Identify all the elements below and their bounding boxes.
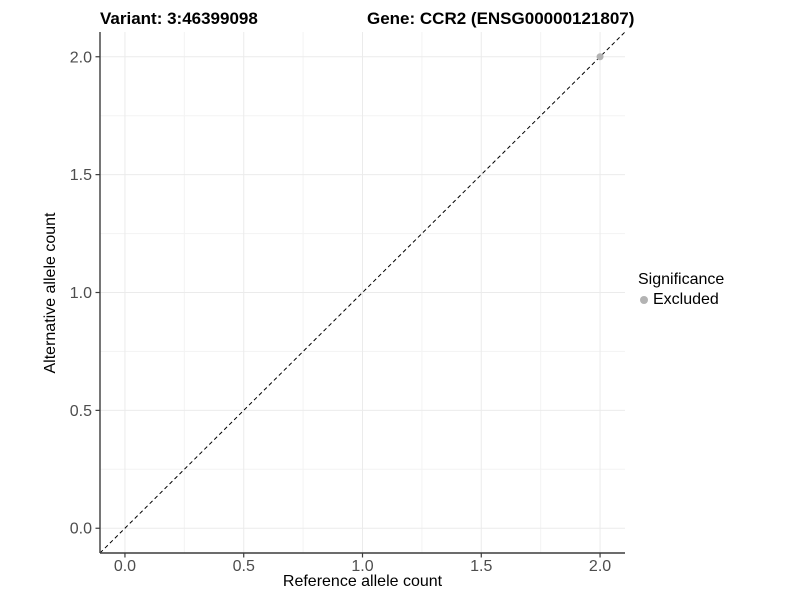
legend-entry-excluded: Excluded: [638, 291, 724, 309]
plot-title-gene: Gene: CCR2 (ENSG00000121807): [367, 9, 635, 28]
y-tick-label: 2.0: [70, 49, 92, 66]
legend-entry-label: Excluded: [653, 291, 719, 308]
data-point-excluded: [596, 53, 604, 61]
y-axis-label: Alternative allele count: [42, 212, 59, 374]
x-tick-label: 1.5: [470, 558, 492, 575]
plot-title-variant: Variant: 3:46399098: [100, 9, 258, 28]
x-tick-label: 0.5: [233, 558, 255, 575]
legend-title: Significance: [638, 271, 725, 288]
x-tick-label: 2.0: [589, 558, 611, 575]
x-tick-label: 1.0: [351, 558, 373, 575]
y-tick-label: 0.0: [70, 521, 92, 538]
y-tick-label: 1.0: [70, 285, 92, 302]
y-tick-label: 1.5: [70, 167, 92, 184]
x-axis-label: Reference allele count: [282, 573, 443, 590]
identity-dashed-line: [99, 31, 626, 554]
legend: Significance Excluded: [638, 270, 724, 309]
legend-point-icon: [640, 296, 648, 304]
y-tick-label: 0.5: [70, 403, 92, 420]
x-tick-label: 0.0: [114, 558, 136, 575]
